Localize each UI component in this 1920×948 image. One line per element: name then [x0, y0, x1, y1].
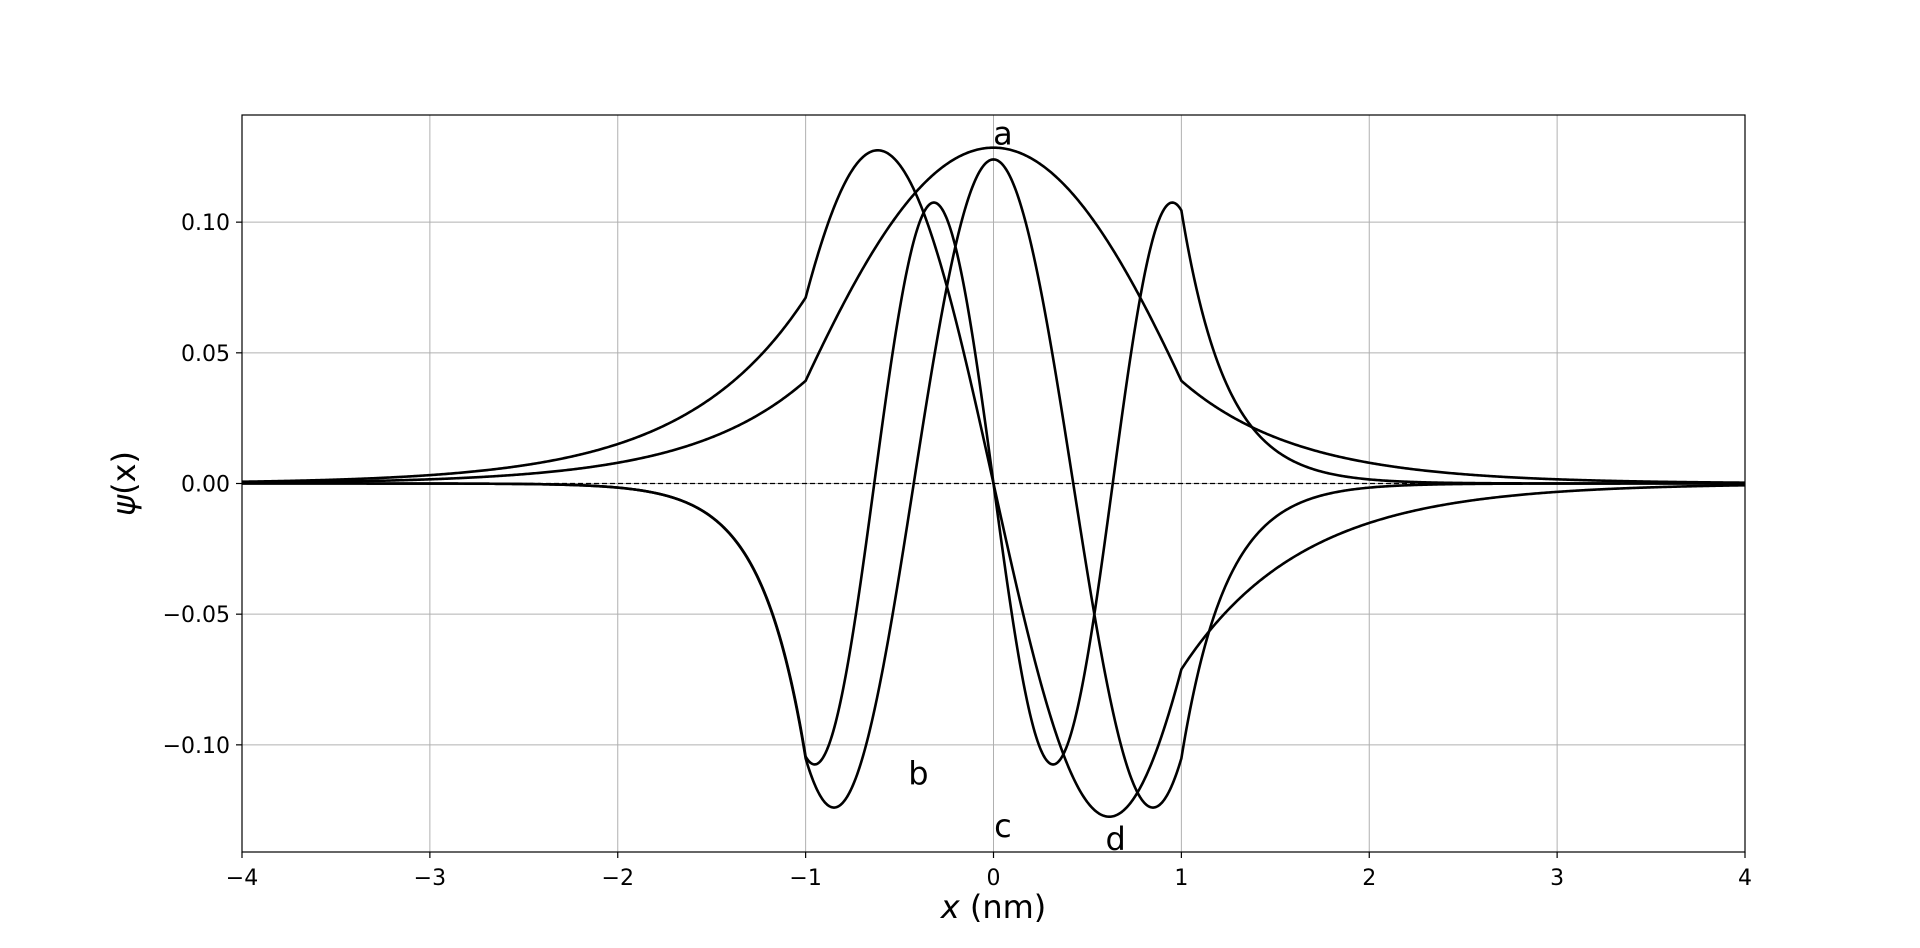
curves [241, 146, 1746, 819]
curve-label-d: d [1105, 820, 1125, 858]
x-tick-label: 0 [987, 866, 1001, 891]
x-tick-label: −2 [602, 866, 634, 891]
x-tick-label: 2 [1362, 866, 1376, 891]
x-tick-label: 3 [1550, 866, 1564, 891]
y-tick-label: 0.00 [181, 473, 230, 498]
y-tick-label: −0.10 [163, 734, 230, 759]
curve-d [241, 201, 1746, 766]
x-tick-label: −1 [789, 866, 821, 891]
curve-a [241, 146, 1746, 484]
y-tick-label: 0.10 [181, 211, 230, 236]
curve-labels: a b c d [908, 114, 1126, 858]
curve-label-b: b [908, 755, 928, 793]
y-tick-label: 0.05 [181, 342, 230, 367]
x-tick-label: 4 [1738, 866, 1752, 891]
x-tick-label: −4 [226, 866, 258, 891]
y-axis-ticks: −0.10 −0.05 0.00 0.05 0.10 [163, 211, 242, 759]
x-tick-label: 1 [1174, 866, 1188, 891]
x-tick-label: −3 [414, 866, 446, 891]
x-axis-ticks: −4 −3 −2 −1 0 1 2 3 4 [226, 852, 1752, 891]
curve-label-c: c [994, 807, 1012, 845]
x-axis-label: x (nm) [940, 888, 1047, 926]
y-tick-label: −0.05 [163, 603, 230, 628]
y-axis-label: ψ(x) [105, 451, 143, 516]
curve-label-a: a [993, 114, 1013, 152]
